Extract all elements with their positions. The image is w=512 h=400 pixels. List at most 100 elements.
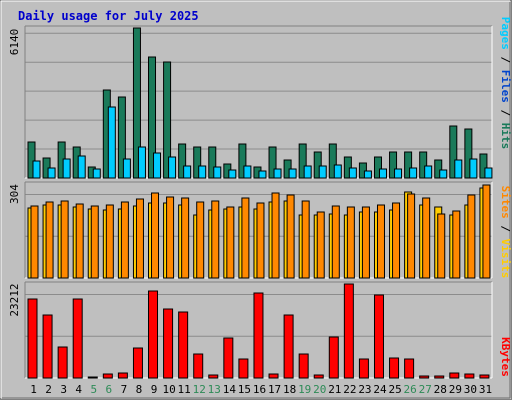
sites-bar: [346, 206, 355, 279]
legend-hits: Hits: [499, 123, 512, 150]
kbytes-scale-max-label: 23212: [8, 283, 21, 316]
sites-bar: [467, 194, 476, 279]
day-label: 28: [434, 383, 447, 396]
day-label: 11: [178, 383, 191, 396]
chart-title: Daily usage for July 2025: [18, 9, 199, 23]
hits-bar: [268, 146, 277, 179]
sites-bar: [105, 204, 114, 279]
sites-bar: [301, 200, 310, 279]
sites-bar: [482, 184, 491, 279]
sites-bar: [120, 201, 129, 279]
pages-bar: [107, 106, 116, 179]
hits-bar: [193, 146, 202, 179]
legend-pages: Pages: [499, 17, 512, 50]
day-label: 21: [328, 383, 341, 396]
day-label: 19: [298, 383, 311, 396]
kbytes-bar: [253, 292, 264, 379]
kbytes-bar: [419, 375, 430, 379]
day-label: 15: [238, 383, 251, 396]
day-label: 10: [162, 383, 175, 396]
sites-bar: [392, 202, 401, 279]
kbytes-bar: [464, 373, 475, 379]
day-label: 2: [45, 383, 52, 396]
kbytes-bar: [479, 374, 490, 379]
kbytes-side-legend: KBytes: [499, 337, 512, 377]
day-label: 13: [208, 383, 221, 396]
day-label: 8: [136, 383, 143, 396]
pages-bar: [303, 165, 312, 179]
day-label: 26: [404, 383, 417, 396]
sites-bar: [151, 192, 160, 279]
hits-bar: [208, 146, 217, 179]
pages-bar: [394, 168, 403, 179]
legend-sep-1: /: [499, 57, 512, 64]
hits-bar: [434, 159, 443, 179]
pages-bar: [122, 158, 131, 179]
kbytes-bar: [178, 311, 189, 379]
legend-sep-3: /: [499, 225, 512, 232]
hits-bar: [419, 151, 428, 179]
sites-bar: [211, 200, 220, 279]
sites-bar: [422, 197, 431, 279]
kbytes-bar: [404, 358, 415, 379]
sites-bar: [196, 201, 205, 279]
kbytes-bar: [343, 283, 354, 379]
hits-bar: [328, 143, 337, 179]
pages-bar: [137, 146, 146, 179]
hits-side-legend: Pages / Files / Hits: [499, 17, 512, 150]
sites-bar: [437, 213, 446, 279]
legend-kbytes: KBytes: [499, 337, 512, 377]
pages-bar: [198, 165, 207, 179]
sites-bar: [60, 200, 69, 279]
kbytes-bar: [268, 373, 279, 379]
pages-bar: [318, 165, 327, 179]
kbytes-bar: [328, 336, 339, 379]
sites-bar: [166, 196, 175, 279]
day-label: 17: [268, 383, 281, 396]
pages-bar: [92, 168, 101, 179]
day-label: 24: [373, 383, 387, 396]
kbytes-bar: [132, 347, 143, 379]
kbytes-bar: [298, 353, 309, 379]
hits-bar: [404, 151, 413, 179]
hits-bar: [479, 153, 488, 179]
pages-bar: [484, 167, 493, 179]
day-label: 22: [343, 383, 356, 396]
hits-bar: [238, 143, 247, 179]
day-label: 30: [464, 383, 477, 396]
pages-bar: [258, 170, 267, 179]
day-label: 20: [313, 383, 326, 396]
pages-bar: [47, 167, 56, 179]
day-label: 14: [223, 383, 237, 396]
day-label: 7: [121, 383, 128, 396]
kbytes-bar: [193, 353, 204, 379]
hits-bar: [313, 151, 322, 179]
kbytes-bar: [42, 314, 53, 379]
day-label: 9: [151, 383, 158, 396]
kbytes-bar: [449, 372, 460, 379]
visits-scale-max-label: 304: [8, 184, 21, 204]
hits-bar: [178, 143, 187, 179]
kbytes-bar: [208, 374, 219, 379]
pages-bar: [333, 164, 342, 179]
sites-bar: [90, 205, 99, 279]
kbytes-bar: [373, 294, 384, 379]
sites-bar: [376, 204, 385, 279]
pages-bar: [378, 168, 387, 179]
kbytes-bar: [389, 357, 400, 379]
pages-bar: [213, 166, 222, 179]
pages-bar: [454, 159, 463, 179]
sites-bar: [181, 197, 190, 279]
pages-bar: [469, 158, 478, 179]
day-label: 27: [419, 383, 432, 396]
pages-bar: [424, 165, 433, 179]
day-label: 4: [75, 383, 82, 396]
hits-bar: [389, 151, 398, 179]
kbytes-bar: [72, 298, 83, 379]
legend-sites: Sites: [499, 186, 512, 219]
kbytes-bar: [223, 337, 234, 379]
sites-bar: [452, 210, 461, 279]
day-label: 1: [30, 383, 37, 396]
day-label: 31: [479, 383, 492, 396]
